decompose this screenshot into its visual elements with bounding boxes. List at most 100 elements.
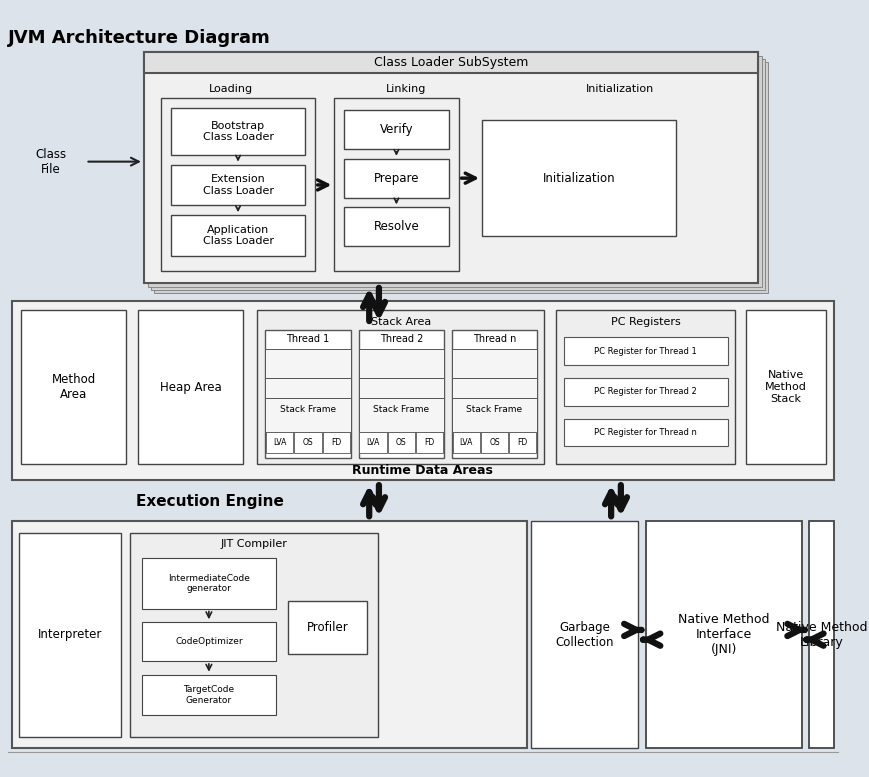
Bar: [563, 419, 726, 446]
Text: OS: OS: [395, 438, 406, 447]
Bar: [451, 349, 537, 378]
Text: PC Register for Thread 2: PC Register for Thread 2: [594, 388, 696, 396]
Text: Stack Frame: Stack Frame: [373, 405, 428, 414]
Bar: [143, 52, 757, 283]
Text: Prepare: Prepare: [373, 172, 419, 185]
Text: FD: FD: [517, 438, 527, 447]
Bar: [171, 215, 305, 256]
Bar: [746, 310, 825, 464]
Text: Loading: Loading: [209, 84, 253, 94]
Bar: [481, 432, 507, 453]
Text: OS: OS: [488, 438, 500, 447]
Bar: [322, 432, 349, 453]
Bar: [388, 432, 415, 453]
Text: Verify: Verify: [379, 123, 413, 136]
Bar: [265, 398, 350, 432]
Text: Profiler: Profiler: [306, 621, 348, 634]
Text: LVA: LVA: [366, 438, 380, 447]
Text: Thread 2: Thread 2: [379, 334, 422, 344]
Text: Stack Frame: Stack Frame: [466, 405, 522, 414]
Bar: [451, 398, 537, 432]
Bar: [143, 52, 757, 73]
Bar: [288, 601, 367, 654]
Text: OS: OS: [302, 438, 313, 447]
Text: JIT Compiler: JIT Compiler: [221, 539, 287, 549]
Text: Thread 1: Thread 1: [286, 334, 329, 344]
Bar: [563, 337, 726, 364]
Text: PC Registers: PC Registers: [610, 317, 680, 327]
Text: Bootstrap
Class Loader: Bootstrap Class Loader: [202, 120, 273, 142]
Bar: [531, 521, 638, 748]
Text: IntermediateCode
generator: IntermediateCode generator: [168, 573, 249, 593]
Bar: [265, 349, 350, 378]
Bar: [358, 349, 443, 378]
Text: LVA: LVA: [459, 438, 473, 447]
Bar: [11, 521, 526, 748]
Text: Execution Engine: Execution Engine: [136, 494, 283, 509]
Text: Linking: Linking: [386, 84, 426, 94]
Bar: [415, 432, 442, 453]
Bar: [343, 110, 448, 149]
Bar: [153, 61, 766, 293]
Bar: [294, 432, 322, 453]
Text: Native
Method
Stack: Native Method Stack: [764, 371, 806, 403]
Text: PC Register for Thread n: PC Register for Thread n: [594, 428, 696, 437]
Bar: [171, 108, 305, 155]
Text: PC Register for Thread 1: PC Register for Thread 1: [594, 347, 696, 356]
Bar: [161, 99, 315, 271]
Bar: [150, 58, 764, 290]
Bar: [22, 310, 126, 464]
Text: Class Loader SubSystem: Class Loader SubSystem: [373, 56, 527, 69]
Bar: [130, 533, 377, 737]
Bar: [266, 432, 293, 453]
Text: Extension
Class Loader: Extension Class Loader: [202, 174, 273, 196]
Bar: [142, 674, 275, 716]
Text: Heap Area: Heap Area: [159, 381, 221, 393]
Bar: [358, 398, 443, 432]
Text: LVA: LVA: [273, 438, 286, 447]
Bar: [334, 99, 458, 271]
Text: Initialization: Initialization: [542, 172, 614, 185]
Bar: [11, 301, 833, 480]
Text: Method
Area: Method Area: [51, 373, 96, 401]
Bar: [808, 521, 833, 748]
Text: Resolve: Resolve: [373, 220, 419, 233]
Bar: [563, 378, 726, 406]
Bar: [19, 533, 122, 737]
Bar: [138, 310, 242, 464]
Text: Application
Class Loader: Application Class Loader: [202, 225, 273, 246]
Bar: [555, 310, 734, 464]
Bar: [646, 521, 800, 748]
Text: Thread n: Thread n: [473, 334, 515, 344]
Bar: [451, 329, 537, 458]
Bar: [358, 378, 443, 398]
Text: Stack Frame: Stack Frame: [280, 405, 335, 414]
Bar: [142, 558, 275, 608]
Bar: [343, 207, 448, 246]
Bar: [481, 120, 675, 236]
Text: Stack Area: Stack Area: [370, 317, 430, 327]
Bar: [142, 622, 275, 661]
Bar: [452, 432, 480, 453]
Text: Runtime Data Areas: Runtime Data Areas: [352, 464, 493, 477]
Text: TargetCode
Generator: TargetCode Generator: [183, 685, 234, 705]
Text: Interpreter: Interpreter: [38, 629, 103, 641]
Bar: [265, 378, 350, 398]
Text: FD: FD: [331, 438, 341, 447]
Text: Native Method
Interface
(JNI): Native Method Interface (JNI): [677, 613, 769, 657]
Text: Class
File: Class File: [35, 148, 66, 176]
Text: JVM Architecture Diagram: JVM Architecture Diagram: [8, 29, 270, 47]
Text: Initialization: Initialization: [585, 84, 653, 94]
Bar: [358, 329, 443, 458]
Bar: [148, 56, 761, 287]
Bar: [171, 165, 305, 205]
Text: Garbage
Collection: Garbage Collection: [555, 621, 614, 649]
Bar: [508, 432, 535, 453]
Text: FD: FD: [424, 438, 434, 447]
Text: CodeOptimizer: CodeOptimizer: [175, 637, 242, 646]
Text: Native Method
Library: Native Method Library: [775, 621, 866, 649]
Bar: [257, 310, 543, 464]
Bar: [451, 378, 537, 398]
Bar: [359, 432, 386, 453]
Bar: [343, 159, 448, 197]
